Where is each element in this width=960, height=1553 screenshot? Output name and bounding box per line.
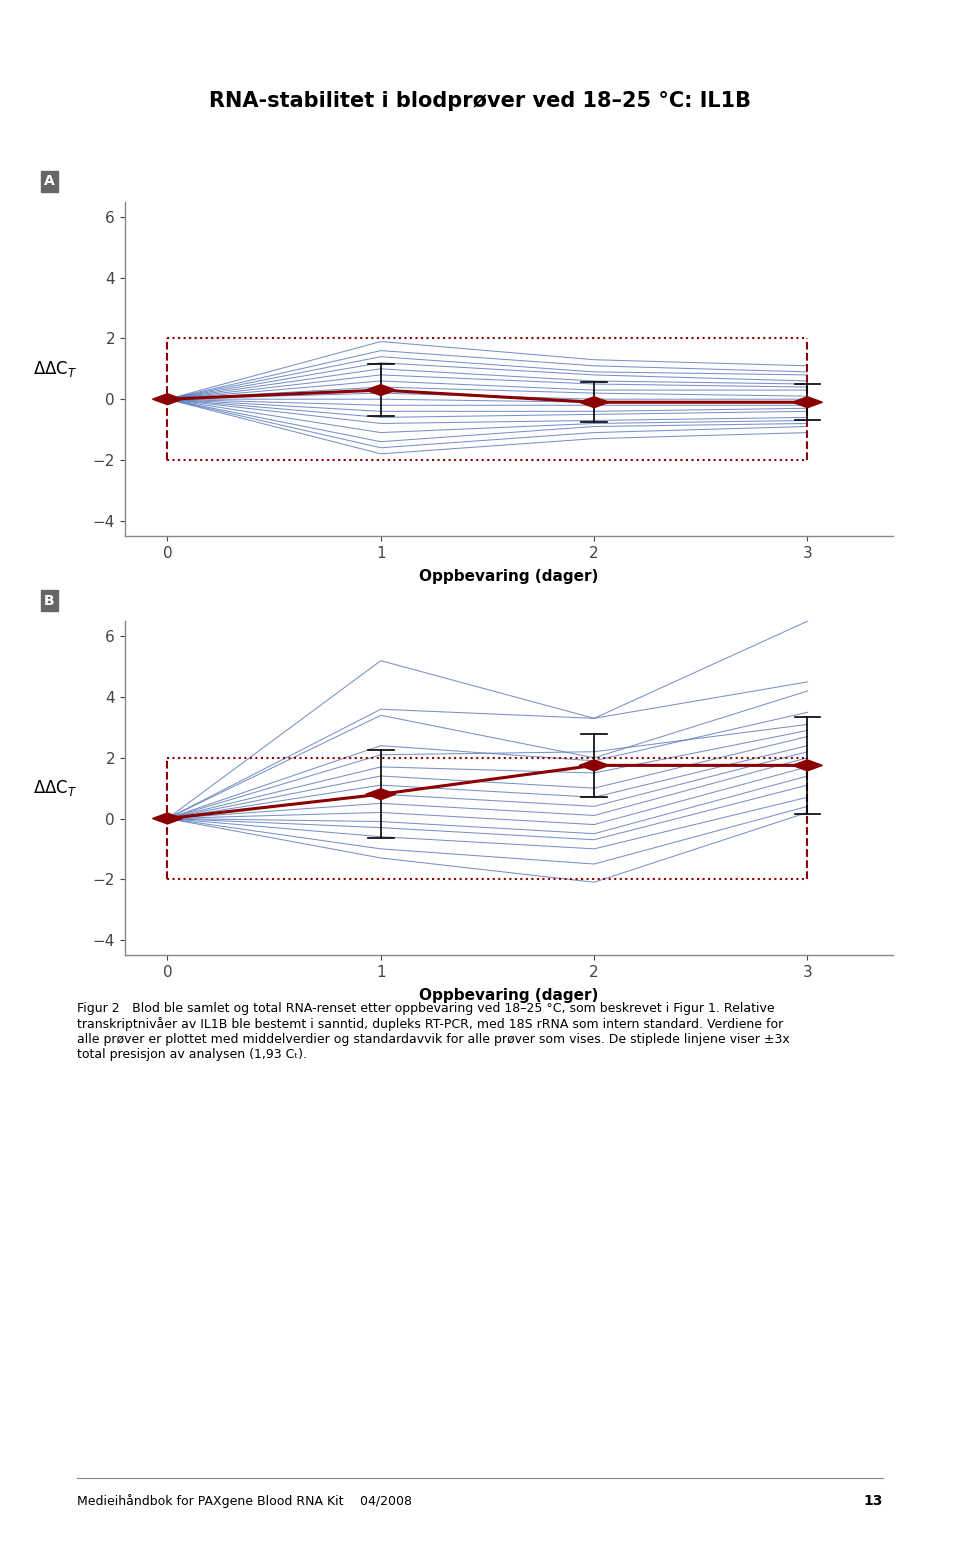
X-axis label: Oppbevaring (dager): Oppbevaring (dager) [420, 988, 598, 1003]
Polygon shape [366, 789, 396, 800]
Text: Figur 2  Blod ble samlet og total RNA-renset etter oppbevaring ved 18–25 °C, som: Figur 2 Blod ble samlet og total RNA-ren… [77, 1002, 789, 1061]
Polygon shape [793, 396, 823, 408]
Polygon shape [153, 814, 182, 825]
Polygon shape [579, 759, 609, 770]
Text: Medieihåndbok for PAXgene Blood RNA Kit  04/2008: Medieihåndbok for PAXgene Blood RNA Kit … [77, 1494, 412, 1508]
Y-axis label: $\Delta\Delta$C$_T$: $\Delta\Delta$C$_T$ [34, 359, 78, 379]
Polygon shape [793, 759, 823, 770]
Text: RNA-stabilitet i blodprøver ved 18–25 °C: IL1B: RNA-stabilitet i blodprøver ved 18–25 °C… [209, 92, 751, 110]
X-axis label: Oppbevaring (dager): Oppbevaring (dager) [420, 568, 598, 584]
Polygon shape [153, 394, 182, 405]
Text: 13: 13 [864, 1494, 883, 1508]
Text: A: A [44, 174, 55, 188]
Text: B: B [44, 593, 55, 607]
Polygon shape [366, 385, 396, 396]
Polygon shape [579, 396, 609, 408]
Y-axis label: $\Delta\Delta$C$_T$: $\Delta\Delta$C$_T$ [34, 778, 78, 798]
